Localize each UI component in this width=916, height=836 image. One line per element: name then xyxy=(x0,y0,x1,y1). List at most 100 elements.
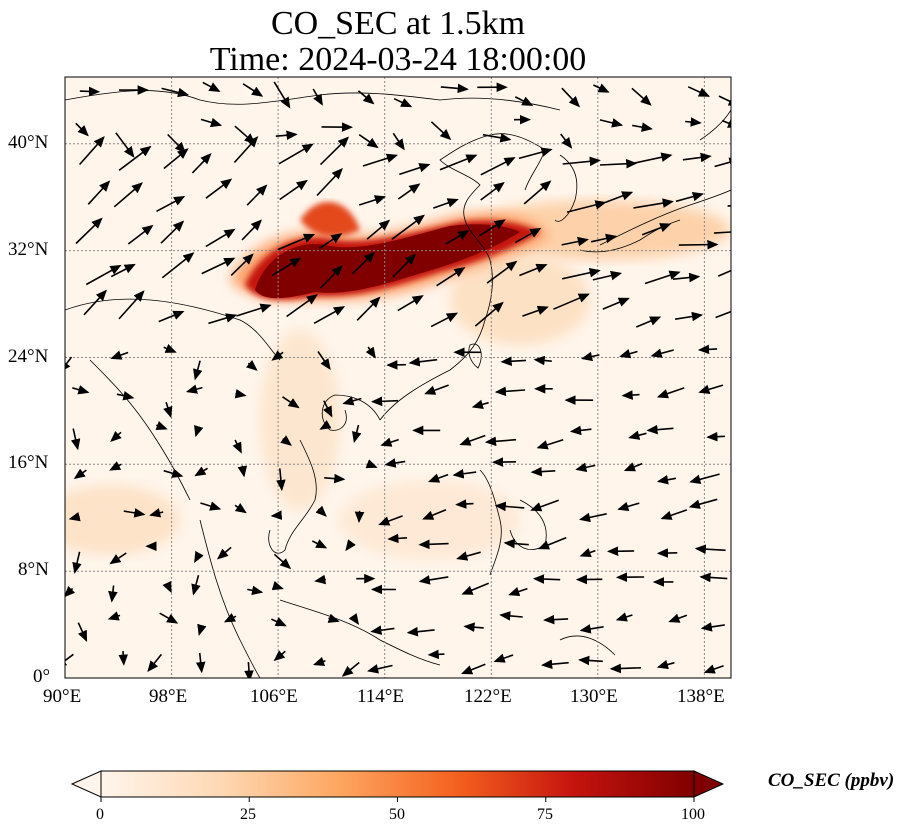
wind-arrow xyxy=(536,438,564,450)
wind-arrow xyxy=(108,585,118,603)
wind-arrow xyxy=(123,508,146,518)
wind-arrow xyxy=(566,200,607,213)
wind-arrow xyxy=(159,612,179,624)
wind-arrow xyxy=(727,205,731,207)
wind-arrow xyxy=(163,468,184,478)
wind-arrow xyxy=(242,83,264,97)
wind-arrow xyxy=(430,121,452,141)
wind-arrow xyxy=(494,386,526,397)
wind-arrow xyxy=(216,546,232,560)
wind-arrow xyxy=(230,253,254,276)
wind-arrow xyxy=(650,348,674,358)
wind-arrow xyxy=(578,655,603,666)
lat-tick-40: 40°N xyxy=(8,132,49,153)
wind-arrow xyxy=(632,122,653,132)
wind-arrow xyxy=(590,233,618,244)
wind-arrow xyxy=(147,653,163,673)
wind-arrow xyxy=(543,614,569,625)
wind-arrow xyxy=(391,214,425,240)
wind-arrow xyxy=(503,538,529,549)
wind-arrow xyxy=(633,198,674,209)
wind-arrow xyxy=(107,611,121,621)
wind-arrow xyxy=(436,267,466,287)
wind-arrow xyxy=(312,656,326,666)
wind-arrow xyxy=(478,219,506,237)
colorbar-tick-25: 25 xyxy=(240,806,256,823)
wind-arrow xyxy=(628,430,647,440)
wind-arrow xyxy=(656,474,677,485)
wind-arrow xyxy=(387,533,408,544)
wind-arrow xyxy=(286,294,318,318)
wind-arrow xyxy=(384,458,406,468)
wind-arrow xyxy=(668,613,688,623)
wind-arrow xyxy=(195,652,206,674)
wind-arrow xyxy=(579,624,604,634)
wind-arrow xyxy=(72,551,82,574)
map-frame xyxy=(64,76,732,679)
wind-arrow xyxy=(714,157,731,168)
wind-arrow xyxy=(241,219,263,241)
wind-arrow xyxy=(480,181,505,201)
wind-arrow xyxy=(609,663,642,674)
wind-arrow xyxy=(158,310,185,323)
wind-arrow xyxy=(541,659,569,670)
wind-arrow xyxy=(474,301,504,327)
wind-arrow xyxy=(115,132,135,158)
wind-arrow xyxy=(687,86,711,97)
colorbar-gradient xyxy=(100,770,695,798)
wind-arrow xyxy=(271,257,302,277)
wind-arrow xyxy=(380,437,399,447)
wind-arrow xyxy=(682,152,712,163)
wind-arrow xyxy=(592,270,623,281)
wind-arrow xyxy=(518,147,553,160)
wind-arrow xyxy=(314,574,327,585)
wind-arrow xyxy=(499,611,523,621)
lon-tick-138: 138°E xyxy=(677,686,725,707)
colorbar-tick-75: 75 xyxy=(537,806,553,823)
wind-arrow xyxy=(456,551,481,561)
wind-arrow xyxy=(484,436,517,447)
wind-arrow xyxy=(366,219,391,240)
wind-arrow xyxy=(615,612,633,622)
wind-arrow xyxy=(646,424,674,435)
wind-arrow xyxy=(700,622,725,632)
wind-arrow xyxy=(562,156,601,167)
wind-arrow xyxy=(703,664,724,674)
wind-arrow xyxy=(280,435,292,446)
wind-arrow xyxy=(311,539,328,549)
wind-arrow xyxy=(327,613,340,623)
wind-arrow xyxy=(319,136,350,166)
wind-arrow xyxy=(161,252,195,279)
wind-arrow xyxy=(631,87,652,106)
wind-arrow xyxy=(197,623,207,636)
wind-arrow xyxy=(486,260,518,284)
wind-arrow xyxy=(205,228,236,248)
wind-arrow xyxy=(163,343,177,353)
wind-arrow xyxy=(427,473,449,483)
wind-arrow xyxy=(113,182,143,208)
wind-arrow xyxy=(313,306,346,324)
wind-arrow xyxy=(365,346,376,359)
wind-arrow xyxy=(599,118,624,128)
wind-arrow xyxy=(233,136,259,164)
wind-arrow xyxy=(87,180,111,205)
wind-arrow xyxy=(83,289,107,316)
wind-arrow xyxy=(356,296,381,321)
wind-arrow xyxy=(149,508,164,518)
wind-arrow xyxy=(110,430,122,442)
wind-arrow xyxy=(110,350,129,360)
wind-arrow xyxy=(697,344,718,355)
wind-arrow xyxy=(672,272,701,283)
wind-arrow xyxy=(694,544,726,554)
wind-arrow xyxy=(65,585,76,598)
wind-arrow xyxy=(371,396,399,407)
wind-arrow xyxy=(408,357,438,367)
wind-arrow xyxy=(599,158,638,169)
wind-arrow xyxy=(553,293,590,310)
wind-arrow xyxy=(109,552,127,565)
wind-arrow xyxy=(109,461,122,471)
wind-arrow xyxy=(312,88,323,106)
colorbar-extend-min xyxy=(70,770,102,798)
wind-arrow xyxy=(273,650,286,662)
wind-arrow xyxy=(644,270,681,285)
